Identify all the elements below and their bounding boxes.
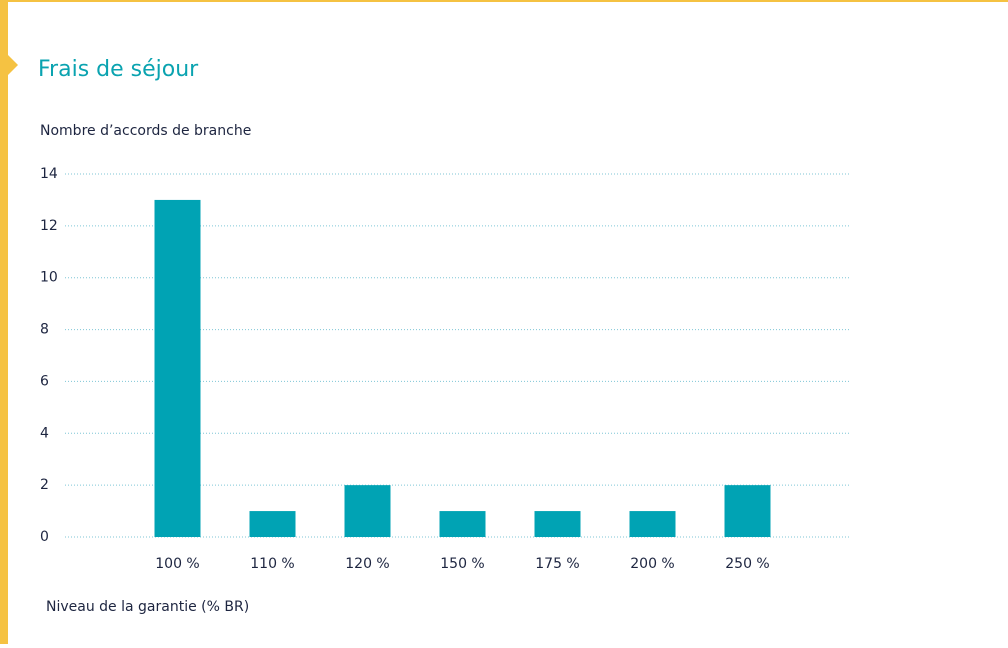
y-tick-label: 8 bbox=[40, 322, 49, 338]
bar bbox=[154, 199, 201, 537]
x-tick-label: 150 % bbox=[440, 556, 484, 572]
x-tick-label: 200 % bbox=[630, 556, 674, 572]
top-border bbox=[0, 0, 1008, 2]
left-border bbox=[0, 0, 8, 644]
bar bbox=[439, 511, 486, 537]
x-axis-title: Niveau de la garantie (% BR) bbox=[46, 599, 249, 615]
bar bbox=[629, 511, 676, 537]
y-tick-label: 14 bbox=[40, 166, 58, 182]
title-marker bbox=[8, 55, 18, 75]
y-tick-label: 2 bbox=[40, 477, 49, 493]
y-tick-label: 10 bbox=[40, 270, 58, 286]
y-tick-label: 4 bbox=[40, 425, 49, 441]
y-axis-title: Nombre d’accords de branche bbox=[40, 123, 251, 139]
bar bbox=[249, 511, 296, 537]
x-tick-label: 250 % bbox=[725, 556, 769, 572]
y-tick-label: 0 bbox=[40, 529, 49, 545]
x-tick-label: 120 % bbox=[345, 556, 389, 572]
x-tick-label: 175 % bbox=[535, 556, 579, 572]
chart-title: Frais de séjour bbox=[38, 57, 199, 82]
x-tick-label: 100 % bbox=[155, 556, 199, 572]
y-tick-label: 12 bbox=[40, 218, 58, 234]
bar bbox=[344, 485, 391, 537]
y-tick-label: 6 bbox=[40, 373, 49, 389]
x-tick-label: 110 % bbox=[250, 556, 294, 572]
bar bbox=[534, 511, 581, 537]
bar bbox=[724, 485, 771, 537]
